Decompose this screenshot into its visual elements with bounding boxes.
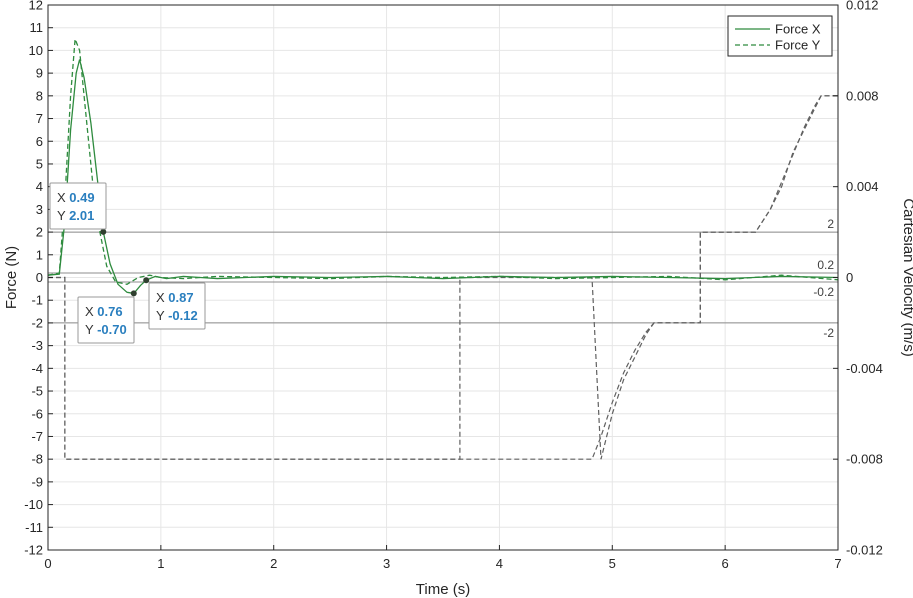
legend: Force X Force Y xyxy=(727,15,833,57)
legend-label-force-y: Force Y xyxy=(775,38,821,53)
datatip-y: Y -0.12 xyxy=(156,308,198,323)
series-layer xyxy=(47,38,839,460)
y-right-tick-label: 0 xyxy=(846,270,853,285)
series-line-force-y xyxy=(47,38,839,285)
datatip-marker xyxy=(100,228,107,235)
y-tick-label: 10 xyxy=(29,43,43,58)
y-tick-label: 7 xyxy=(36,111,43,126)
datatip-x: X 0.87 xyxy=(156,290,194,305)
y-tick-label: 1 xyxy=(36,247,43,262)
y-tick-label: 11 xyxy=(30,20,44,35)
datatip-box xyxy=(148,282,206,330)
datatip-box xyxy=(77,296,135,344)
y-tick-label: -2 xyxy=(31,315,43,330)
y-tick-label: 0 xyxy=(36,270,43,285)
x-ticks: 0 1 2 3 4 5 6 7 xyxy=(44,545,842,571)
series-line-force-x xyxy=(47,59,839,295)
y-tick-label: -1 xyxy=(31,293,43,308)
y-tick-label: -3 xyxy=(31,338,43,353)
reference-line-label: 0.2 xyxy=(817,258,834,272)
legend-box xyxy=(727,15,833,57)
y-right-tick-label: -0.008 xyxy=(846,452,883,467)
y-right-tick-label: -0.004 xyxy=(846,361,883,376)
datatip-y: Y -0.70 xyxy=(85,322,127,337)
y-ticks-left: 1211109876543210-1-2-3-4-5-6-7-8-9-10-11… xyxy=(24,0,53,558)
x-tick-label: 6 xyxy=(722,556,729,571)
datatip-box xyxy=(49,182,107,230)
y-tick-label: 12 xyxy=(29,0,43,13)
y-tick-label: -9 xyxy=(31,474,43,489)
x-tick-label: 7 xyxy=(834,556,841,571)
y-tick-label: 2 xyxy=(36,225,43,240)
y-tick-label: -8 xyxy=(31,452,43,467)
y-axis-title-left: Force (N) xyxy=(3,246,20,309)
y-tick-label: 5 xyxy=(36,156,43,171)
y-tick-label: -6 xyxy=(31,406,43,421)
y-right-tick-label: -0.012 xyxy=(846,543,883,558)
y-axis-title-right: Cartesian Velocity (m/s) xyxy=(900,198,913,356)
datatip-y: Y 2.01 xyxy=(57,208,94,223)
y-right-tick-label: 0.012 xyxy=(846,0,879,13)
y-tick-label: 6 xyxy=(36,134,43,149)
x-tick-label: 1 xyxy=(157,556,164,571)
datatips: X 0.49 Y 2.01 X 0.76 Y -0.70 X 0.87 Y -0.12 xyxy=(49,182,206,344)
reference-line-label: -2 xyxy=(823,326,834,340)
x-axis-title: Time (s) xyxy=(416,581,470,598)
y-tick-label: 3 xyxy=(36,202,43,217)
reference-lines: 2 0.2 -0.2 -2 xyxy=(48,217,838,340)
reference-line-label: 2 xyxy=(827,217,834,231)
x-tick-label: 2 xyxy=(270,556,277,571)
y-tick-label: -7 xyxy=(31,429,43,444)
legend-label-force-x: Force X xyxy=(775,22,821,37)
y-tick-label: -5 xyxy=(31,384,43,399)
y-right-tick-label: 0.008 xyxy=(846,88,879,103)
datatip-x: X 0.76 xyxy=(85,304,123,319)
datatip-x: X 0.49 xyxy=(57,190,95,205)
y-tick-label: -12 xyxy=(24,543,43,558)
velocity-line xyxy=(48,95,838,460)
datatip-marker xyxy=(130,290,137,297)
y-tick-label: -4 xyxy=(31,361,43,376)
x-tick-label: 0 xyxy=(44,556,51,571)
y-tick-label: 9 xyxy=(36,66,43,81)
datatip-marker xyxy=(143,277,150,284)
y-tick-label: -10 xyxy=(24,497,43,512)
y-tick-label: -11 xyxy=(25,520,43,535)
x-tick-label: 3 xyxy=(383,556,390,571)
x-tick-label: 4 xyxy=(496,556,503,571)
y-tick-label: 4 xyxy=(36,179,43,194)
y-ticks-right: 0.012 0.008 0.004 0 -0.004 -0.008 -0.012 xyxy=(833,0,883,558)
x-tick-label: 5 xyxy=(609,556,616,571)
y-tick-label: 8 xyxy=(36,88,43,103)
reference-line-label: -0.2 xyxy=(813,285,834,299)
y-right-tick-label: 0.004 xyxy=(846,179,879,194)
